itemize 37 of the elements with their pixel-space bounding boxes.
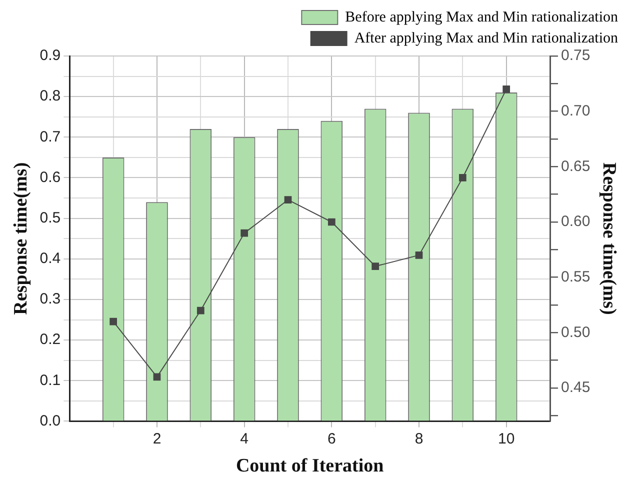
legend-label: After applying Max and Min rationalization <box>354 30 618 46</box>
legend-label: Before applying Max and Min rationalization <box>345 9 618 26</box>
x-tick-label: 4 <box>240 430 248 448</box>
point <box>196 306 204 314</box>
x-axis-title: Count of Iteration <box>236 456 384 477</box>
y-tick-label: 0.1 <box>40 372 61 389</box>
y-tick-label: 0.3 <box>40 290 61 308</box>
x-tick-label: 2 <box>152 430 162 448</box>
y2-tick-label: 0.65 <box>561 158 590 175</box>
point <box>415 252 423 259</box>
y2-tick-label: 0.70 <box>561 102 590 120</box>
y2-tick-label: 0.60 <box>561 213 590 230</box>
point <box>372 262 380 270</box>
y2-tick-label: 0.75 <box>561 47 590 64</box>
x-tick-label: 8 <box>414 430 424 448</box>
x-tick-label: 6 <box>327 430 336 448</box>
point <box>240 229 248 237</box>
y2-tick-label: 0.45 <box>561 379 590 396</box>
x-tick-label: 10 <box>498 430 515 448</box>
y-tick-label: 0.2 <box>40 331 61 348</box>
point <box>328 218 336 226</box>
y-tick-label: 0.5 <box>40 209 61 226</box>
y-tick-label: 0.4 <box>40 250 61 268</box>
y-tick-label: 0.0 <box>40 412 61 430</box>
y-tick-label: 0.6 <box>40 168 61 186</box>
y-tick-label: 0.8 <box>40 88 61 105</box>
point <box>153 373 161 381</box>
y-axis-title: Response time(ms) <box>10 162 32 315</box>
point <box>458 174 466 182</box>
point <box>284 196 292 204</box>
y2-tick-label: 0.55 <box>561 268 590 286</box>
point <box>502 86 510 93</box>
y2-tick-label: 0.50 <box>561 324 590 341</box>
point <box>110 318 118 326</box>
y-tick-label: 0.7 <box>40 128 61 146</box>
y2-axis-title: Response time(ms) <box>598 162 620 315</box>
y-tick-label: 0.9 <box>40 47 61 64</box>
